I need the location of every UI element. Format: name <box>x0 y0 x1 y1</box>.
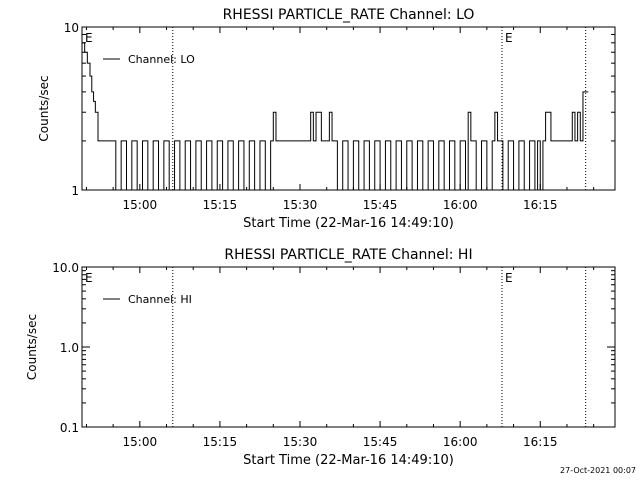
chart-title: RHESSI PARTICLE_RATE Channel: LO <box>223 7 475 23</box>
event-marker-label: E <box>505 271 513 285</box>
y-tick-label: 1.0 <box>60 341 79 355</box>
x-tick-label: 16:00 <box>443 198 478 212</box>
chart-title: RHESSI PARTICLE_RATE Channel: HI <box>224 247 472 263</box>
x-tick-label: 16:00 <box>443 435 478 449</box>
legend-label: Channel: LO <box>128 53 195 66</box>
event-marker-label: E <box>85 31 93 45</box>
x-tick-label: 16:15 <box>523 198 558 212</box>
x-tick-label: 15:45 <box>363 198 398 212</box>
series-line <box>82 42 589 191</box>
x-tick-label: 15:45 <box>363 435 398 449</box>
x-tick-label: 15:30 <box>283 435 318 449</box>
footer-timestamp: 27-Oct-2021 00:07 <box>560 466 636 475</box>
y-tick-label: 10.0 <box>52 261 79 275</box>
x-tick-label: 15:15 <box>203 435 238 449</box>
x-axis-label: Start Time (22-Mar-16 14:49:10) <box>243 453 454 468</box>
x-axis-label: Start Time (22-Mar-16 14:49:10) <box>243 216 454 231</box>
x-tick-label: 15:00 <box>123 435 158 449</box>
x-tick-label: 15:15 <box>203 198 238 212</box>
y-axis-label: Counts/sec <box>37 75 51 141</box>
chart-panel-0: RHESSI PARTICLE_RATE Channel: LO Start Ti… <box>37 7 616 231</box>
legend-label: Channel: HI <box>128 293 192 306</box>
chart-panel-1: RHESSI PARTICLE_RATE Channel: HI Start Ti… <box>25 247 616 468</box>
y-tick-label: 0.1 <box>60 421 79 435</box>
x-tick-label: 15:30 <box>283 198 318 212</box>
y-axis-label: Counts/sec <box>25 314 39 380</box>
x-tick-label: 16:15 <box>523 435 558 449</box>
x-tick-label: 15:00 <box>123 198 158 212</box>
y-tick-label: 1 <box>71 184 79 198</box>
event-marker-label: E <box>505 31 513 45</box>
y-tick-label: 10 <box>64 21 79 35</box>
plot-frame <box>81 266 616 428</box>
event-marker-label: E <box>85 271 93 285</box>
